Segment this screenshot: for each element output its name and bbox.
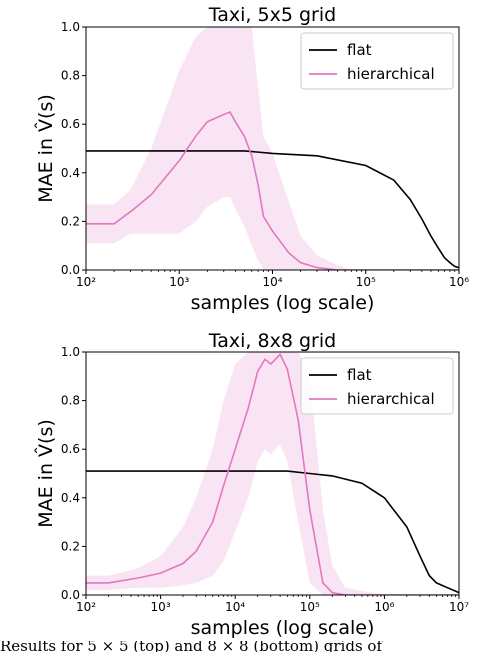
figure-caption: Results for 5 × 5 (top) and 8 × 8 (botto… <box>0 641 383 652</box>
legend-box <box>300 32 454 90</box>
series-line-flat <box>86 470 459 594</box>
legend-label-flat: flat <box>347 41 372 59</box>
axes-frame <box>85 351 460 596</box>
series-band-hierarchical <box>86 27 459 270</box>
y-tick-label: 0.8 <box>61 394 80 408</box>
x-tick-label: 10² <box>76 275 96 289</box>
x-axis-label: samples (log scale) <box>191 617 375 639</box>
plot-area <box>86 27 459 270</box>
chart-panel-1: 0.0 0.2 0.4 0.6 0.8 1.0 10² 10³ 10⁴ 10⁵ 10⁶ Taxi, 5… <box>35 4 470 314</box>
x-tick-label: 10⁴ <box>225 600 245 614</box>
legend-box <box>300 357 454 415</box>
y-tick-label: 0.6 <box>61 117 80 131</box>
x-tick-label: 10⁴ <box>262 275 282 289</box>
series-line-hierarchical <box>86 353 459 595</box>
legend-label-hierarchical: hierarchical <box>347 390 435 408</box>
y-tick-label: 0.0 <box>61 588 80 602</box>
y-tick-label: 0.4 <box>61 166 80 180</box>
series-line-flat <box>86 150 459 269</box>
x-tick-label: 10² <box>76 600 96 614</box>
plot-area <box>86 352 459 595</box>
series-band-hierarchical <box>86 352 459 595</box>
chart-title: Taxi, 8x8 grid <box>208 330 336 352</box>
chart-panel-2: 0.0 0.2 0.4 0.6 0.8 1.0 10² 10³ 10⁴ 10⁵ 10⁶ 10⁷ Taxi… <box>35 330 470 639</box>
x-axis-label: samples (log scale) <box>191 292 375 314</box>
x-tick-label: 10³ <box>151 600 171 614</box>
legend-label-flat: flat <box>347 366 372 384</box>
y-axis-label: MAE in V̂(s) <box>35 419 57 528</box>
y-tick-label: 0.4 <box>61 491 80 505</box>
legend-label-hierarchical: hierarchical <box>347 65 435 83</box>
chart-title: Taxi, 5x5 grid <box>208 4 336 26</box>
series-line-hierarchical <box>86 110 459 270</box>
x-tick-label: 10⁵ <box>356 275 376 289</box>
x-tick-label: 10⁶ <box>449 275 469 289</box>
y-tick-label: 0.8 <box>61 69 80 83</box>
y-tick-label: 0.2 <box>61 539 80 553</box>
y-tick-label: 1.0 <box>61 345 80 359</box>
x-tick-label: 10⁶ <box>374 600 394 614</box>
y-tick-label: 0.0 <box>61 263 80 277</box>
x-tick-label: 10⁵ <box>300 600 320 614</box>
x-tick-label: 10³ <box>169 275 189 289</box>
y-tick-label: 0.6 <box>61 442 80 456</box>
y-tick-label: 1.0 <box>61 20 80 34</box>
x-tick-label: 10⁷ <box>449 600 469 614</box>
y-tick-label: 0.2 <box>61 214 80 228</box>
y-axis-label: MAE in V̂(s) <box>35 94 57 203</box>
